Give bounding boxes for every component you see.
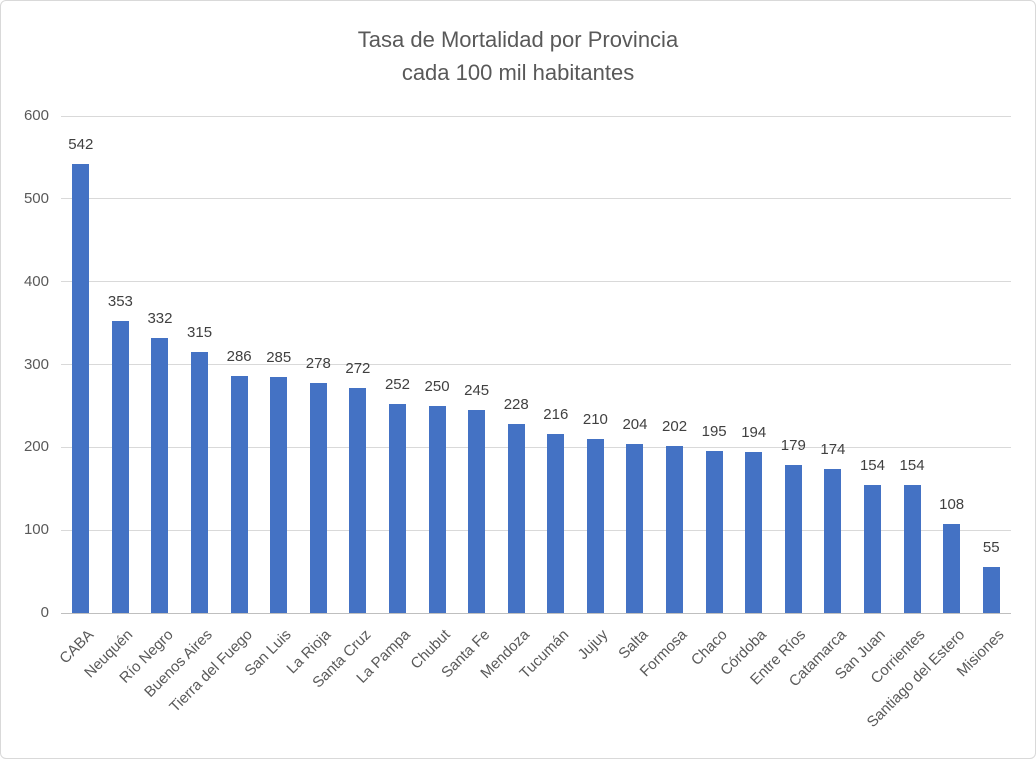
bar-chubut — [428, 405, 446, 613]
x-axis-label: Jujuy — [574, 626, 612, 664]
bar-santa-fe — [468, 410, 486, 613]
bar-jujuy — [586, 439, 604, 613]
bar-value-label: 315 — [187, 324, 213, 342]
bar-catamarca — [824, 468, 842, 613]
bar-value-label: 216 — [543, 406, 569, 424]
bar-value-label: 286 — [226, 348, 252, 366]
gridline — [61, 281, 1011, 283]
bar-la-pampa — [388, 404, 406, 613]
bar-value-label: 210 — [582, 411, 608, 429]
bar-value-label: 245 — [464, 382, 490, 400]
bar-value-label: 332 — [147, 309, 173, 327]
bar-córdoba — [745, 452, 763, 613]
bar-buenos-aires — [191, 352, 209, 613]
bar-la-rioja — [309, 382, 327, 613]
bar-value-label: 195 — [701, 423, 727, 441]
plot-area: 0 100 200 300 400 500 600 542 353 332 315 286 285 278… — [24, 108, 1011, 620]
bar-san-juan — [863, 485, 881, 613]
bar-chaco — [705, 451, 723, 613]
bar-caba — [72, 164, 90, 613]
y-axis-tick-label: 200 — [23, 438, 49, 456]
bar-value-label: 154 — [899, 457, 925, 475]
bar-entre-ríos — [784, 464, 802, 613]
bar-value-label: 353 — [107, 292, 133, 310]
chart-title-line-1: Tasa de Mortalidad por Provincia — [357, 27, 679, 52]
bar-misiones — [982, 567, 1000, 613]
bar-neuquén — [111, 320, 129, 613]
y-axis-tick-label: 100 — [23, 521, 49, 539]
bar-value-label: 154 — [859, 457, 885, 475]
gridline — [61, 115, 1011, 117]
bar-value-label: 194 — [741, 424, 767, 442]
y-axis-tick-label: 600 — [23, 107, 49, 124]
bar-value-label: 285 — [266, 348, 292, 366]
x-axis-line — [61, 612, 1011, 614]
x-axis-labels: CABA Neuquén Río Negro Buenos Aires Tierra d… — [56, 619, 1011, 758]
bar-tucumán — [547, 434, 565, 613]
chart-title: Tasa de Mortalidad por Provincia cada 10… — [1, 23, 1035, 89]
bar-value-label: 252 — [384, 376, 410, 394]
gridline — [61, 198, 1011, 200]
bar-value-label: 250 — [424, 377, 450, 395]
y-axis-tick-label: 300 — [23, 355, 49, 373]
bar-salta — [626, 444, 644, 613]
bar-formosa — [666, 445, 684, 613]
bar-san-luis — [270, 376, 288, 613]
bar-santiago-del-estero — [943, 523, 961, 613]
bar-value-label: 228 — [503, 396, 529, 414]
bar-santa-cruz — [349, 387, 367, 613]
y-axis-tick-label: 0 — [40, 604, 49, 621]
gridline — [61, 529, 1011, 531]
bar-value-label: 542 — [68, 136, 94, 154]
bar-tierra-del-fuego — [230, 376, 248, 613]
bar-río-negro — [151, 337, 169, 613]
bar-corrientes — [903, 485, 921, 613]
bar-value-label: 272 — [345, 359, 371, 377]
bar-value-label: 174 — [820, 440, 846, 458]
y-axis-tick-label: 400 — [23, 272, 49, 290]
gridline — [61, 364, 1011, 365]
bar-value-label: 202 — [662, 417, 688, 435]
bar-value-label: 278 — [305, 354, 331, 372]
chart-title-line-2: cada 100 mil habitantes — [401, 60, 635, 85]
bar-value-label: 179 — [780, 436, 806, 454]
bar-value-label: 55 — [982, 539, 1000, 557]
gridline — [61, 446, 1011, 448]
y-axis-tick-label: 500 — [23, 189, 49, 207]
bar-mendoza — [507, 424, 525, 613]
bar-value-label: 204 — [622, 416, 648, 434]
bar-value-label: 108 — [939, 495, 965, 513]
